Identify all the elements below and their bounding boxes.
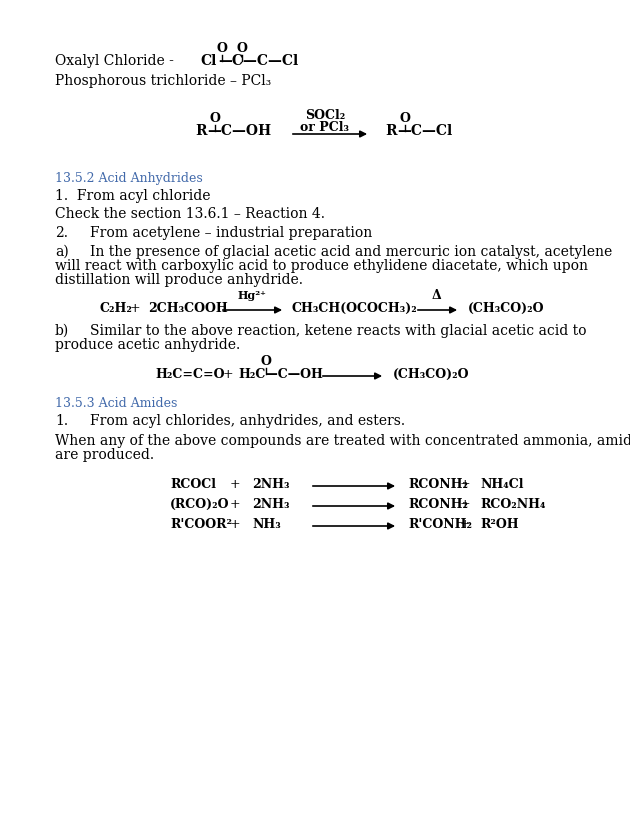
Text: +: +	[460, 498, 471, 511]
Text: RCO₂NH₄: RCO₂NH₄	[480, 498, 546, 511]
Text: RCONH₂: RCONH₂	[408, 478, 468, 491]
Text: produce acetic anhydride.: produce acetic anhydride.	[55, 338, 240, 352]
Text: O: O	[261, 355, 272, 368]
Text: +: +	[230, 498, 241, 511]
Text: (CH₃CO)₂O: (CH₃CO)₂O	[468, 302, 544, 315]
Text: When any of the above compounds are treated with concentrated ammonia, amides: When any of the above compounds are trea…	[55, 434, 630, 448]
Text: O: O	[236, 42, 248, 55]
Text: R'COOR²: R'COOR²	[170, 518, 232, 531]
Text: b): b)	[55, 324, 69, 338]
Text: +: +	[223, 368, 234, 381]
Text: Similar to the above reaction, ketene reacts with glacial acetic acid to: Similar to the above reaction, ketene re…	[90, 324, 587, 338]
Text: +: +	[460, 518, 471, 531]
Text: Δ: Δ	[432, 289, 442, 302]
Text: +: +	[130, 302, 140, 315]
Text: Check the section 13.6.1 – Reaction 4.: Check the section 13.6.1 – Reaction 4.	[55, 207, 325, 221]
Text: 2NH₃: 2NH₃	[252, 478, 290, 491]
Text: CH₃CH(OCOCH₃)₂: CH₃CH(OCOCH₃)₂	[292, 302, 418, 315]
Text: —C—OH: —C—OH	[207, 124, 271, 138]
Text: +: +	[460, 478, 471, 491]
Text: O: O	[210, 112, 220, 125]
Text: From acyl chlorides, anhydrides, and esters.: From acyl chlorides, anhydrides, and est…	[90, 414, 405, 428]
Text: a): a)	[55, 245, 69, 259]
Text: Cl: Cl	[200, 54, 216, 68]
Text: (CH₃CO)₂O: (CH₃CO)₂O	[393, 368, 469, 381]
Text: NH₃: NH₃	[252, 518, 281, 531]
Text: R: R	[195, 124, 207, 138]
Text: will react with carboxylic acid to produce ethylidene diacetate, which upon: will react with carboxylic acid to produ…	[55, 259, 588, 273]
Text: RCONH₂: RCONH₂	[408, 498, 468, 511]
Text: NH₄Cl: NH₄Cl	[480, 478, 524, 491]
Text: R'CONH₂: R'CONH₂	[408, 518, 472, 531]
Text: O: O	[217, 42, 227, 55]
Text: —C—C—Cl: —C—C—Cl	[218, 54, 298, 68]
Text: distillation will produce anhydride.: distillation will produce anhydride.	[55, 273, 303, 287]
Text: 1.  From acyl chloride: 1. From acyl chloride	[55, 189, 210, 203]
Text: +: +	[230, 518, 241, 531]
Text: SOCl₂: SOCl₂	[305, 109, 345, 122]
Text: 2CH₃COOH: 2CH₃COOH	[148, 302, 228, 315]
Text: —C—Cl: —C—Cl	[397, 124, 452, 138]
Text: Hg²⁺: Hg²⁺	[238, 290, 266, 301]
Text: +: +	[230, 478, 241, 491]
Text: 2.: 2.	[55, 226, 68, 240]
Text: O: O	[399, 112, 410, 125]
Text: R²OH: R²OH	[480, 518, 518, 531]
Text: Phosphorous trichloride – PCl₃: Phosphorous trichloride – PCl₃	[55, 74, 272, 88]
Text: RCOCl: RCOCl	[170, 478, 216, 491]
Text: 2NH₃: 2NH₃	[252, 498, 290, 511]
Text: or PCl₃: or PCl₃	[301, 121, 350, 134]
Text: 13.5.3 Acid Amides: 13.5.3 Acid Amides	[55, 397, 178, 410]
Text: H₂C=C=O: H₂C=C=O	[155, 368, 224, 381]
Text: H₂C—C—OH: H₂C—C—OH	[238, 368, 323, 381]
Text: 1.: 1.	[55, 414, 68, 428]
Text: are produced.: are produced.	[55, 448, 154, 462]
Text: From acetylene – industrial preparation: From acetylene – industrial preparation	[90, 226, 372, 240]
Text: 13.5.2 Acid Anhydrides: 13.5.2 Acid Anhydrides	[55, 172, 203, 185]
Text: Oxalyl Chloride -: Oxalyl Chloride -	[55, 54, 178, 68]
Text: (RCO)₂O: (RCO)₂O	[170, 498, 229, 511]
Text: C₂H₂: C₂H₂	[100, 302, 133, 315]
Text: R: R	[385, 124, 396, 138]
Text: In the presence of glacial acetic acid and mercuric ion catalyst, acetylene: In the presence of glacial acetic acid a…	[90, 245, 612, 259]
